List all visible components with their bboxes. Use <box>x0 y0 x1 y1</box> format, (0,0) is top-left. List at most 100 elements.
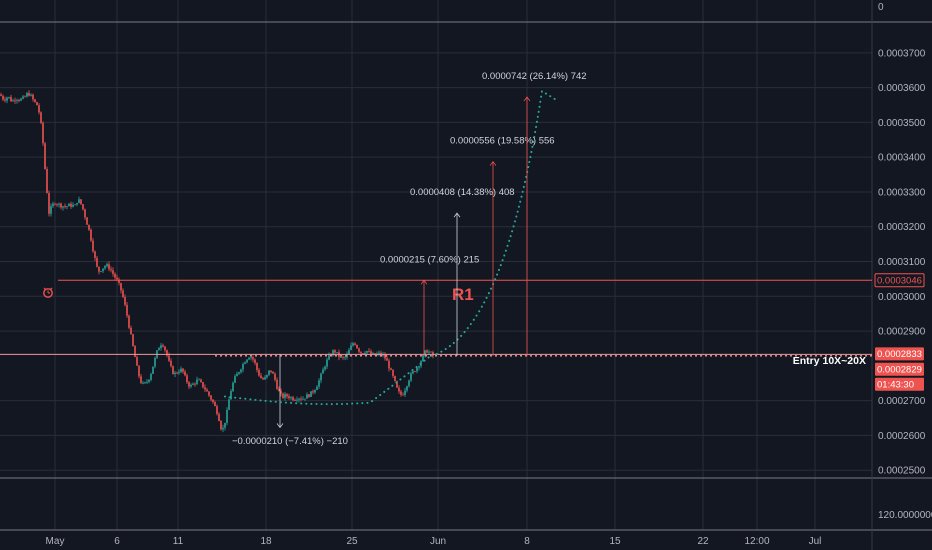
candle-body <box>236 373 238 377</box>
candle-body <box>378 352 380 354</box>
candle-body <box>294 400 296 401</box>
annotations-layer: R1 Entry 10X~20X −0.0000210 (−7.41%) −210 0… <box>0 71 872 447</box>
time-tick-label: 25 <box>346 536 358 547</box>
candle-body <box>210 395 212 400</box>
candle-body <box>248 357 250 360</box>
price-tick-label: 0.0003300 <box>878 187 926 198</box>
candle-body <box>74 204 76 206</box>
time-tick-label: 15 <box>609 536 621 547</box>
candle-body <box>234 376 236 383</box>
target-measure-arrow <box>523 96 531 102</box>
candle-body <box>422 355 424 362</box>
target-label: 0.0000556 (19.58%) 556 <box>450 136 555 147</box>
candle-body <box>356 344 358 349</box>
candle-body <box>204 387 206 390</box>
price-tick-label: 0.0003000 <box>878 292 926 303</box>
candle-body <box>124 296 126 305</box>
candle-body <box>52 203 54 207</box>
candle-body <box>158 348 160 351</box>
candle-body <box>262 378 264 380</box>
candle-body <box>102 268 104 272</box>
candle-body <box>412 371 414 374</box>
time-tick-label: 11 <box>173 536 184 547</box>
candle-body <box>24 96 26 98</box>
candle-body <box>274 373 276 380</box>
price-tick-label: 0.0003700 <box>878 48 926 59</box>
candle-body <box>96 257 98 267</box>
candle-body <box>386 358 388 361</box>
candle-body <box>32 94 34 100</box>
candle-body <box>142 382 144 384</box>
candle-body <box>84 209 86 218</box>
candle-body <box>332 350 334 356</box>
price-tick-label: 0.0003400 <box>878 153 926 164</box>
candle-body <box>166 350 168 356</box>
candle-body <box>224 422 226 428</box>
candle-body <box>66 206 68 207</box>
measure-down-arrow <box>276 423 284 429</box>
candle-body <box>352 343 354 346</box>
price-tick-label: 0.0002900 <box>878 327 926 338</box>
target-label: 0.0000742 (26.14%) 742 <box>482 71 587 82</box>
candle-body <box>364 352 366 355</box>
candle-body <box>90 229 92 241</box>
candle-body <box>282 393 284 398</box>
candle-body <box>50 206 52 214</box>
candle-body <box>362 353 364 355</box>
time-tick-label: Jun <box>430 536 446 547</box>
candle-body <box>78 199 80 203</box>
candle-body <box>238 372 240 374</box>
candle-body <box>104 266 106 269</box>
candle-body <box>88 224 90 230</box>
candle-body <box>320 373 322 381</box>
candle-body <box>36 102 38 106</box>
candle-body <box>196 379 198 384</box>
candle-body <box>64 206 66 208</box>
entry-price-tag: 0.0002833 <box>877 349 922 360</box>
target-label: 0.0000408 (14.38%) 408 <box>410 187 515 198</box>
candle-body <box>112 270 114 274</box>
target-measure-arrow <box>489 161 497 166</box>
time-tick-label: 12:00 <box>744 536 769 547</box>
candle-body <box>164 346 166 351</box>
candle-body <box>230 391 232 400</box>
candle-body <box>288 396 290 399</box>
candle-body <box>400 391 402 395</box>
alarm-clock-icon[interactable] <box>43 287 53 298</box>
candle-body <box>388 360 390 369</box>
price-tick-label: 0.0003100 <box>878 257 926 268</box>
price-axis[interactable]: 0 0.0003700 0.0003600 0.0003500 0.0003400 0.0… <box>874 2 932 521</box>
candle-body <box>4 99 6 101</box>
candle-body <box>108 264 110 270</box>
measure-down-label: −0.0000210 (−7.41%) −210 <box>232 436 348 447</box>
candle-body <box>250 357 252 358</box>
candle-body <box>118 279 120 283</box>
candle-body <box>42 122 44 144</box>
candle-body <box>192 383 194 385</box>
candle-body <box>222 427 224 430</box>
candle-body <box>328 355 330 360</box>
time-tick-label: 6 <box>114 536 120 547</box>
candle-body <box>252 357 254 360</box>
time-axis[interactable]: May 6 11 18 25 Jun 8 15 22 12:00 Jul <box>46 536 822 547</box>
candlesticks <box>0 90 434 433</box>
candle-body <box>134 346 136 358</box>
candle-body <box>402 394 404 396</box>
candle-body <box>132 334 134 347</box>
candle-body <box>260 375 262 379</box>
candle-body <box>278 388 280 392</box>
candle-body <box>358 348 360 352</box>
entry-label: Entry 10X~20X <box>793 355 866 367</box>
resistance-price-tag: 0.0003046 <box>877 276 922 287</box>
candle-body <box>126 304 128 316</box>
candle-body <box>368 351 370 352</box>
candle-body <box>242 363 244 370</box>
candle-body <box>300 398 302 400</box>
candle-body <box>240 369 242 373</box>
candle-body <box>354 343 356 345</box>
entry-price-tag-bg <box>875 347 924 361</box>
candle-body <box>258 369 260 376</box>
candle-body <box>324 366 326 370</box>
